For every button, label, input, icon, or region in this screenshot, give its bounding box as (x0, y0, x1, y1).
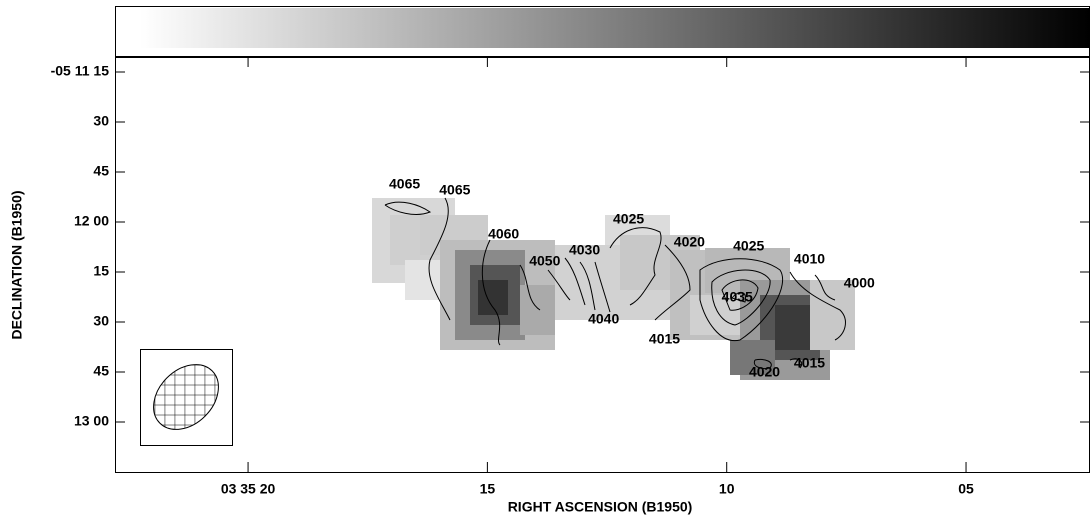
contour-label: 4065 (389, 176, 420, 192)
x-tick-label: 05 (958, 481, 974, 497)
contour-label: 4035 (722, 289, 753, 305)
contour-label: 4015 (794, 355, 825, 371)
contour-label: 4060 (488, 226, 519, 242)
y-axis-label: DECLINATION (B1950) (9, 190, 25, 339)
x-tick-label: 15 (480, 481, 496, 497)
y-tick-label: -05 11 15 (51, 63, 110, 79)
y-tick-label: 30 (93, 313, 109, 329)
contour-label: 4020 (674, 234, 705, 250)
y-tick-label: 13 00 (74, 413, 109, 429)
contour-label: 4000 (844, 275, 875, 291)
y-tick-label: 30 (93, 113, 109, 129)
y-tick-label: 45 (93, 363, 109, 379)
contour-label: 4010 (794, 251, 825, 267)
image-pixel (775, 305, 815, 350)
contour-label: 4040 (588, 311, 619, 327)
contour-label: 4050 (529, 253, 560, 269)
contour-label: 4065 (439, 182, 470, 198)
y-tick-label: 12 00 (74, 213, 109, 229)
y-tick-label: 45 (93, 163, 109, 179)
image-pixel (520, 285, 555, 335)
color-bar (140, 8, 1090, 48)
x-tick-label: 10 (719, 481, 735, 497)
contour-label: 4025 (733, 238, 764, 254)
x-tick-label: 03 35 20 (221, 481, 276, 497)
x-axis-label: RIGHT ASCENSION (B1950) (508, 499, 693, 515)
y-tick-label: 15 (93, 263, 109, 279)
page: {"chart_data": {"type": "image", "xlabel… (0, 0, 1090, 526)
contour-label: 4025 (613, 211, 644, 227)
contour-label: 4020 (749, 364, 780, 380)
contour-label: 4030 (569, 242, 600, 258)
image-pixel (478, 280, 508, 315)
contour-label: 4015 (649, 331, 680, 347)
chart: RIGHT ASCENSION (B1950) DECLINATION (B19… (0, 0, 1090, 521)
